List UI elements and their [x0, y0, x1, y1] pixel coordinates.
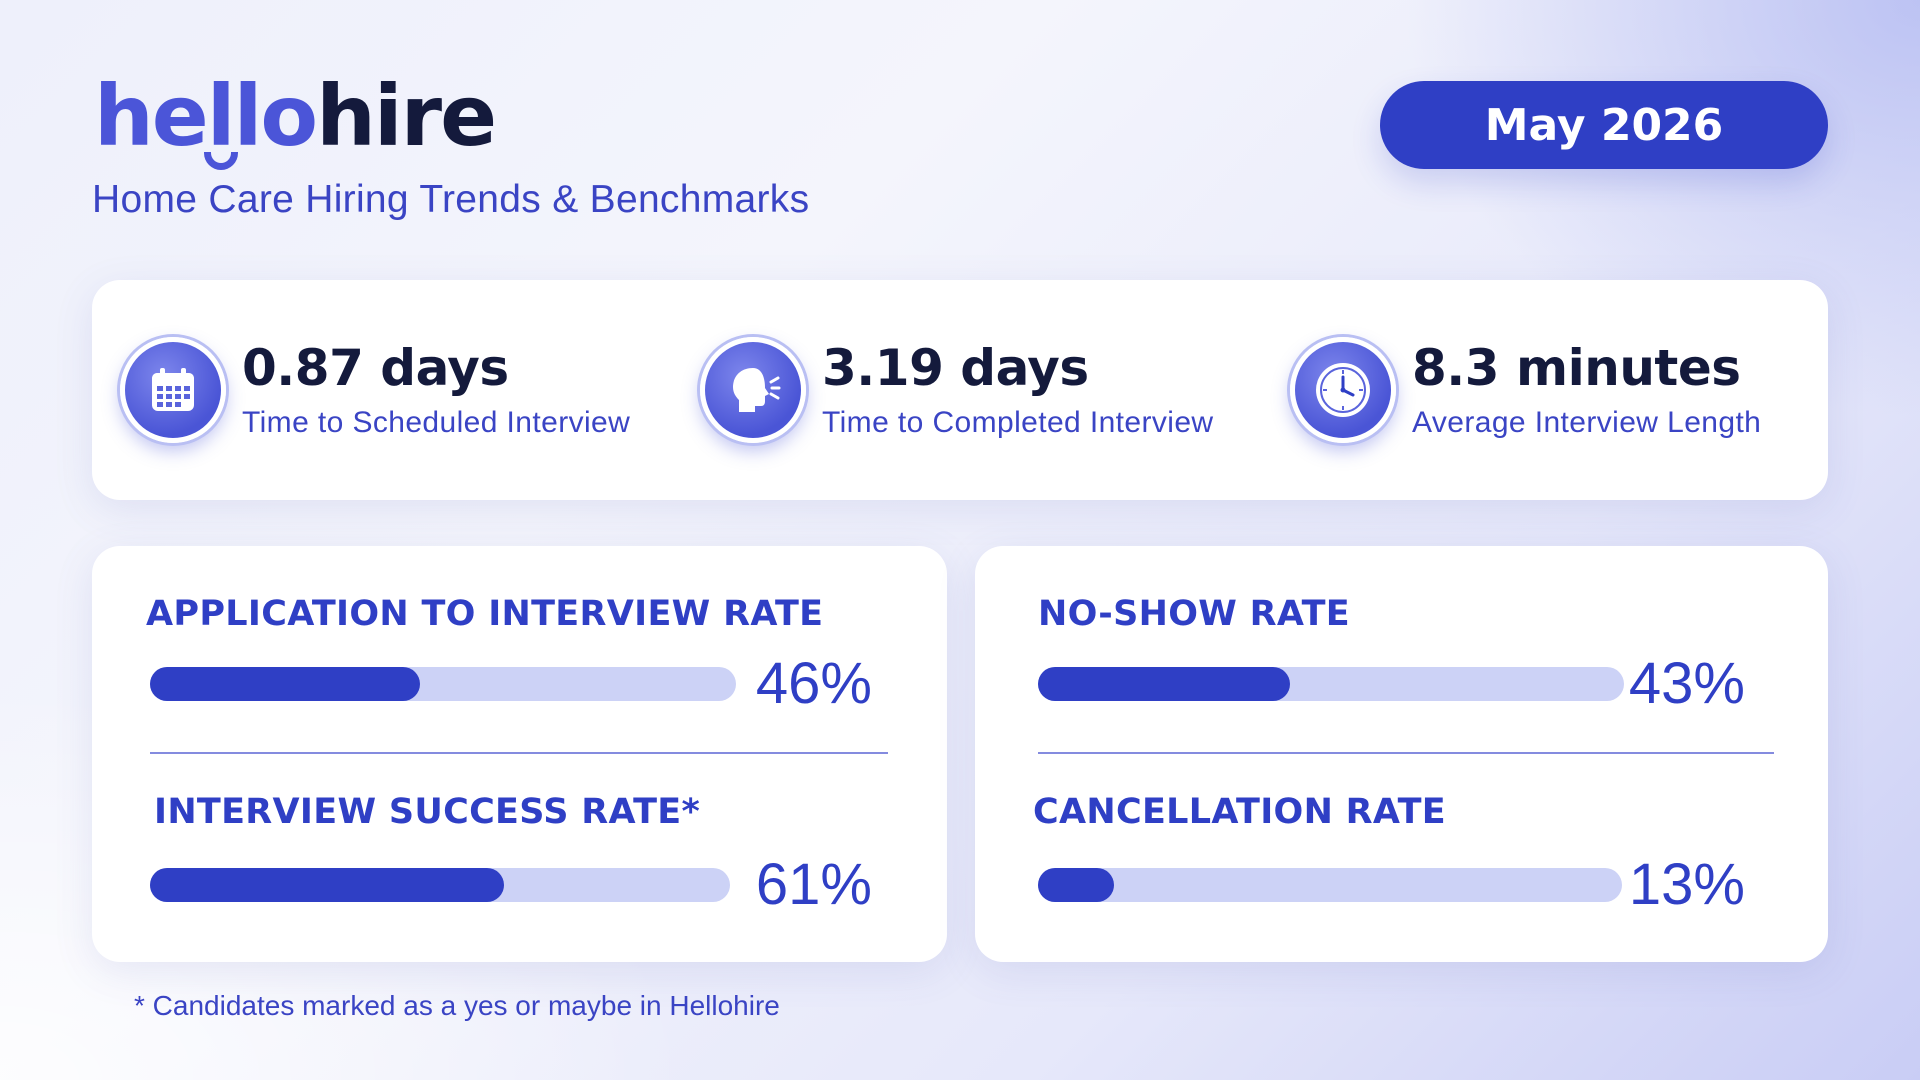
logo-hire-text: hire [316, 67, 497, 165]
footnote: * Candidates marked as a yes or maybe in… [134, 990, 780, 1021]
progress-bar-track [1038, 868, 1622, 902]
calendar-icon [120, 337, 226, 443]
progress-bar-fill [1038, 667, 1290, 701]
rate-value: 46% [755, 651, 872, 716]
progress-bar-fill [1038, 868, 1114, 902]
stats-card: 0.87 days Time to Scheduled Interview 3.… [92, 280, 1828, 500]
rate-title: NO-SHOW RATE [1038, 594, 1350, 634]
clock-icon [1290, 337, 1396, 443]
progress-bar-track [150, 868, 730, 902]
stat-value: 8.3 minutes [1412, 338, 1741, 397]
hellohire-logo: hello hire [94, 67, 497, 170]
rate-title: CANCELLATION RATE [1033, 792, 1446, 832]
stat-value: 3.19 days [822, 338, 1089, 397]
progress-bar-track [1038, 667, 1624, 701]
progress-bar-fill [150, 868, 504, 902]
speaking-head-icon [700, 337, 806, 443]
stat-scheduled-interview: 0.87 days Time to Scheduled Interview [120, 280, 630, 500]
logo-smile-icon [204, 152, 238, 170]
stat-label: Average Interview Length [1412, 405, 1762, 439]
stat-completed-interview: 3.19 days Time to Completed Interview [700, 280, 1214, 500]
date-badge: May 2026 [1380, 81, 1828, 169]
rate-value: 43% [1628, 651, 1745, 716]
rate-card-left: APPLICATION TO INTERVIEW RATE 46% INTERV… [92, 546, 947, 962]
progress-bar-track [150, 667, 736, 701]
rate-card-right: NO-SHOW RATE 43% CANCELLATION RATE 13% [975, 546, 1828, 962]
rate-title: INTERVIEW SUCCESS RATE* [154, 792, 701, 832]
rate-title: APPLICATION TO INTERVIEW RATE [146, 594, 824, 634]
rate-value: 61% [755, 852, 872, 917]
stat-label: Time to Completed Interview [822, 405, 1214, 439]
stat-value: 0.87 days [242, 338, 509, 397]
divider [1038, 752, 1774, 754]
rate-value: 13% [1628, 852, 1745, 917]
progress-bar-fill [150, 667, 420, 701]
stat-label: Time to Scheduled Interview [242, 405, 631, 439]
divider [150, 752, 888, 754]
stat-interview-length: 8.3 minutes Average Interview Length [1290, 280, 1761, 500]
logo-hello-text: hello [94, 67, 318, 165]
page-subtitle: Home Care Hiring Trends & Benchmarks [92, 178, 810, 221]
